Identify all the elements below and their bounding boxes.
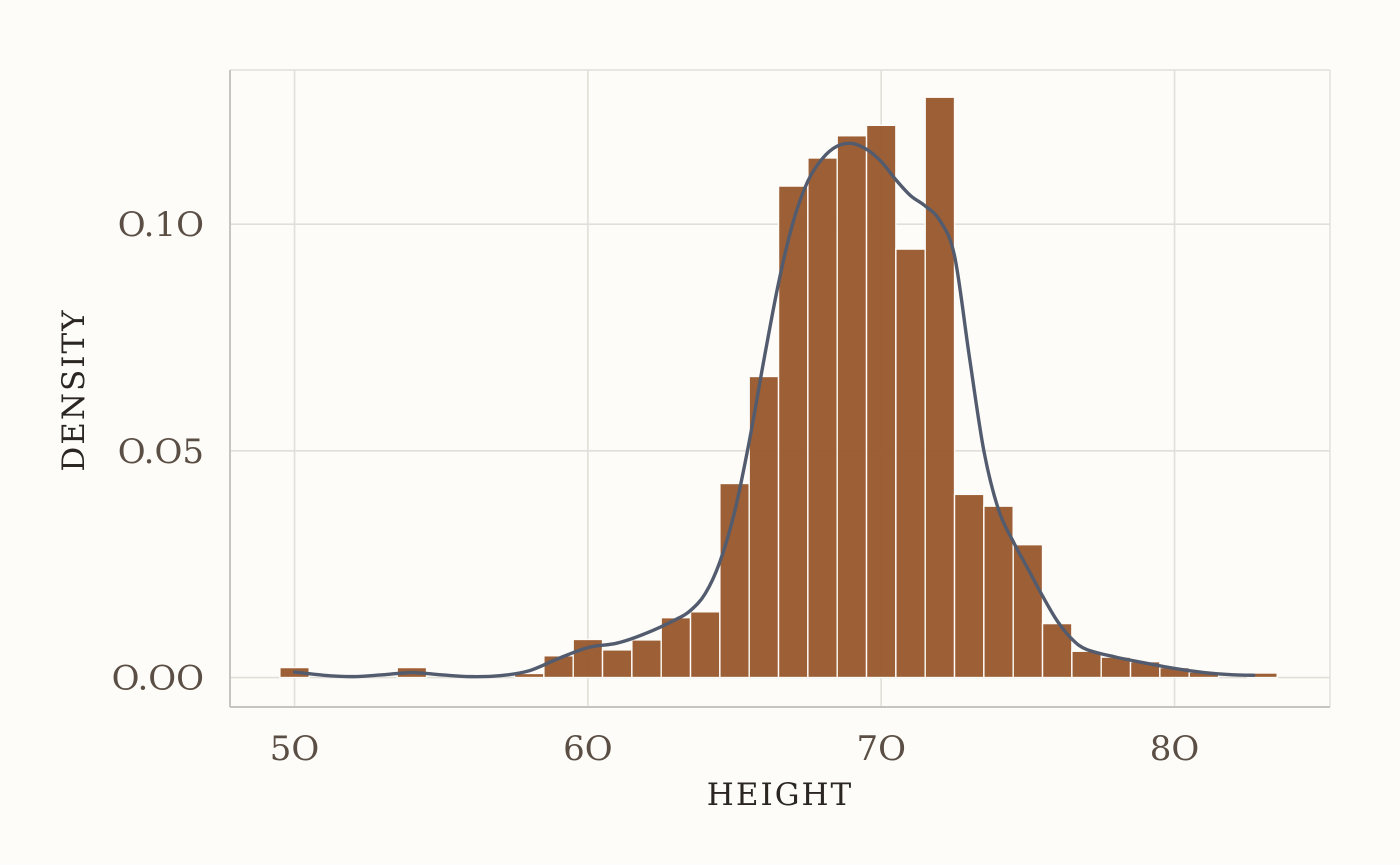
y-axis-title: DENSITY [56, 308, 92, 471]
y-tick-label: O.OO [112, 659, 204, 699]
histogram-bars [279, 96, 1278, 679]
x-tick-label: 6O [563, 729, 613, 769]
x-tick-label: 7O [856, 729, 906, 769]
histogram-bar [836, 135, 868, 679]
histogram-bar [807, 157, 838, 679]
histogram-bar [631, 639, 662, 679]
histogram-bar [895, 248, 926, 679]
histogram-bar [1041, 622, 1073, 679]
histogram-bar [953, 493, 985, 679]
x-tick-label: 5O [270, 729, 320, 769]
x-tick-label: 8O [1150, 729, 1200, 769]
histogram-bar [660, 616, 692, 679]
histogram-bar [1012, 543, 1044, 679]
histogram-bar [1071, 650, 1102, 679]
y-tick-labels: O.OO O.O5 O.1O [112, 205, 204, 698]
histogram-bar [689, 611, 721, 679]
y-tick-label: O.O5 [118, 432, 204, 472]
histogram-bar [601, 649, 633, 679]
histogram-bar [865, 124, 897, 679]
density-curve [292, 141, 1256, 679]
histogram-bar [924, 96, 956, 679]
density-curve-layer [292, 141, 1256, 679]
y-tick-label: O.1O [118, 205, 204, 245]
panel-frame [229, 69, 1331, 708]
x-tick-labels: 5O 6O 7O 8O [270, 729, 1200, 769]
x-axis-title: HEIGHT [707, 777, 853, 813]
